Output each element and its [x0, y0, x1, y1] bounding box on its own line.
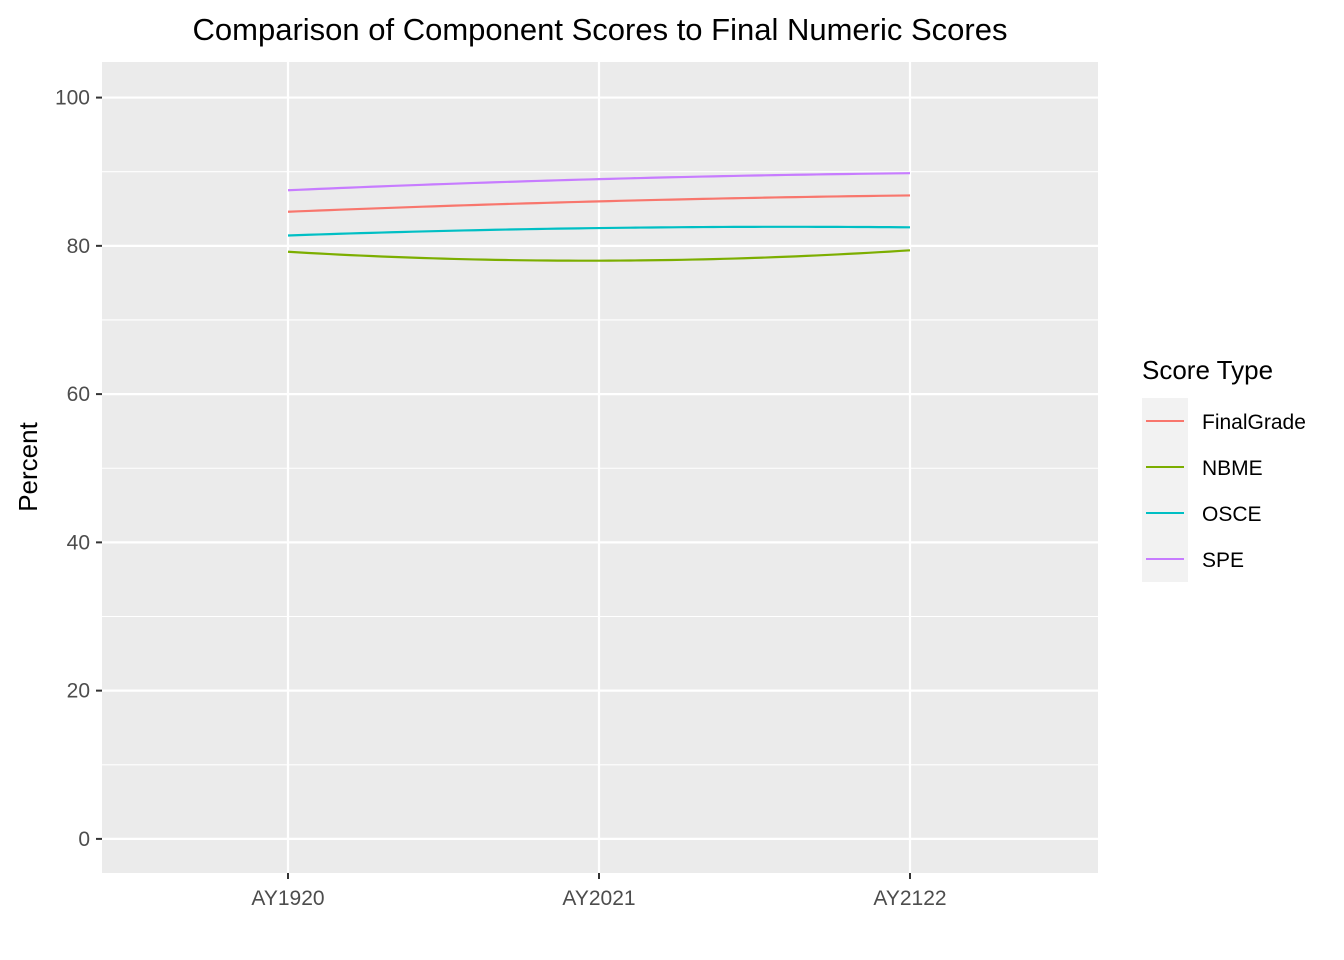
- y-tick-label: 60: [67, 383, 90, 406]
- series-lines: [287, 172, 911, 262]
- series-line-spe: [287, 172, 911, 192]
- y-tick-label: 80: [67, 235, 90, 258]
- y-tick-label: 20: [67, 680, 90, 703]
- major-gridlines: [102, 62, 1098, 873]
- legend-title: Score Type: [1142, 355, 1273, 385]
- x-tick-label: AY2122: [873, 887, 946, 910]
- legend-label: NBME: [1202, 457, 1263, 480]
- x-tick-label: AY2021: [562, 887, 635, 910]
- y-axis-title: Percent: [13, 421, 43, 511]
- series-line-osce: [287, 225, 911, 237]
- legend-label: FinalGrade: [1202, 411, 1306, 434]
- y-tick-label: 100: [55, 87, 90, 110]
- x-axis: AY1920 AY2021 AY2122: [251, 873, 947, 910]
- chart-title: Comparison of Component Scores to Final …: [193, 12, 1008, 47]
- y-tick-label: 0: [78, 828, 90, 851]
- series-line-nbme: [287, 249, 911, 262]
- legend-label: SPE: [1202, 549, 1244, 572]
- x-tick-label: AY1920: [251, 887, 324, 910]
- legend: Score Type FinalGrade NBME OSCE SPE: [1142, 355, 1306, 582]
- legend-label: OSCE: [1202, 503, 1262, 526]
- y-axis: 0 20 40 60 80 100: [55, 87, 102, 851]
- y-tick-label: 40: [67, 531, 90, 554]
- legend-items: FinalGrade NBME OSCE SPE: [1142, 398, 1306, 582]
- series-line-finalgrade: [287, 194, 911, 213]
